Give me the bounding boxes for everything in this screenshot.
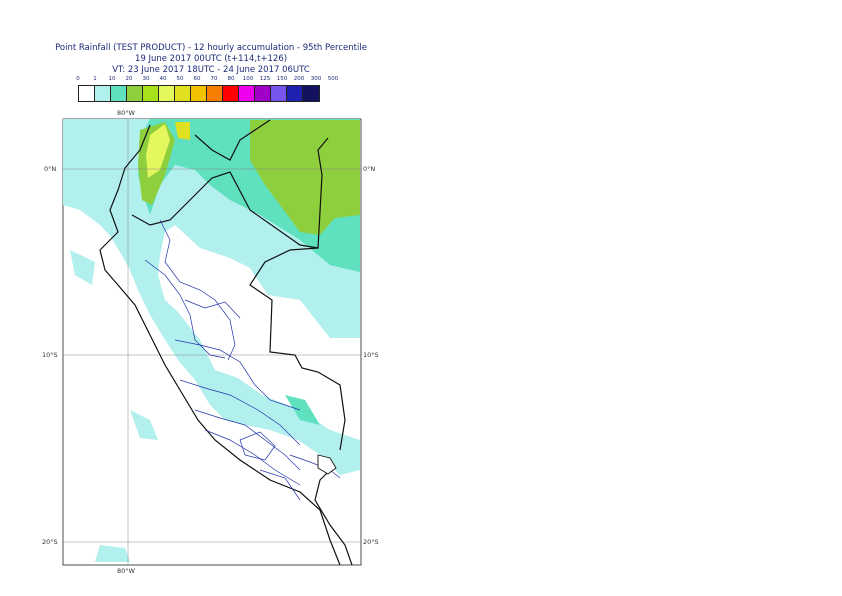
legend-swatch — [207, 86, 223, 101]
legend-label: 150 — [276, 76, 288, 82]
lon-label-top: 80°W — [117, 109, 135, 117]
rain-patch-light-coast — [130, 410, 158, 440]
border-colombia-north — [194, 119, 271, 161]
rainfall-shading — [63, 119, 360, 562]
coastline — [99, 124, 341, 566]
legend-label: 0 — [76, 76, 80, 82]
legend-label: 20 — [125, 76, 133, 82]
rain-core-yellow — [146, 124, 170, 178]
rain-patch-teal-mid — [285, 395, 320, 425]
legend-label: 40 — [159, 76, 167, 82]
legend-swatch — [223, 86, 239, 101]
regional-borders — [144, 219, 341, 501]
map-title-line1: Point Rainfall (TEST PRODUCT) - 12 hourl… — [55, 43, 367, 53]
legend-label: 30 — [142, 76, 150, 82]
legend-label: 60 — [193, 76, 201, 82]
legend-label: 10 — [108, 76, 116, 82]
rain-band-green — [250, 120, 360, 235]
lat-label-left-20: 20°S — [42, 538, 58, 546]
lon-label-bottom: 80°W — [117, 567, 135, 575]
legend-label: 500 — [327, 76, 339, 82]
legend-swatch — [95, 86, 111, 101]
legend-label: 1 — [93, 76, 97, 82]
lat-label-right-20: 20°S — [363, 538, 379, 546]
graticule — [63, 119, 361, 565]
map-title-line3: VT: 23 June 2017 18UTC - 24 June 2017 06… — [112, 65, 310, 75]
legend-swatch — [127, 86, 143, 101]
legend-label: 100 — [242, 76, 254, 82]
legend-swatch — [159, 86, 175, 101]
rain-core-bright — [175, 122, 190, 140]
lat-label-right-10: 10°S — [363, 351, 379, 359]
lake-titicaca — [317, 454, 337, 475]
legend-swatch — [255, 86, 271, 101]
legend-label: 70 — [210, 76, 218, 82]
map-title-line2: 19 June 2017 00UTC (t+114,t+126) — [134, 54, 288, 64]
legend-swatch — [287, 86, 303, 101]
legend-swatch — [79, 86, 95, 101]
border-bolivia — [314, 469, 353, 566]
legend-label: 80 — [227, 76, 235, 82]
legend-swatch — [191, 86, 207, 101]
legend-label: 50 — [176, 76, 184, 82]
rain-patch-light-south — [95, 545, 130, 562]
legend-label: 125 — [259, 76, 271, 82]
legend-swatch — [239, 86, 255, 101]
lat-label-left-0: 0°N — [44, 165, 57, 173]
lat-label-right-0: 0°N — [363, 165, 376, 173]
border-ecuador-peru — [131, 137, 329, 249]
national-borders — [99, 119, 353, 566]
rain-patch-light-sw — [70, 250, 95, 285]
legend-label: 200 — [293, 76, 305, 82]
lat-label-left-10: 10°S — [42, 351, 58, 359]
border-peru-brazil — [249, 247, 346, 451]
legend-swatch — [143, 86, 159, 101]
legend-label: 300 — [310, 76, 322, 82]
color-legend — [78, 85, 320, 102]
legend-swatch — [175, 86, 191, 101]
legend-swatch — [111, 86, 127, 101]
legend-swatch — [303, 86, 319, 101]
legend-swatch — [271, 86, 287, 101]
